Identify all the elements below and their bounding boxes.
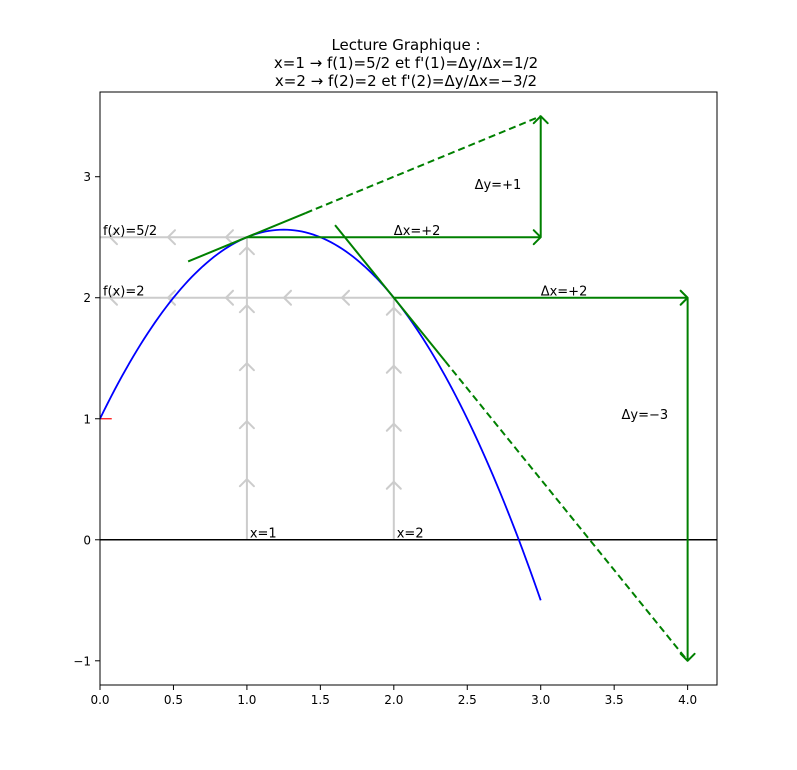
guide-arrow: [238, 420, 255, 430]
x-tick-label: 0.0: [90, 693, 109, 707]
x-tick-label: 4.0: [678, 693, 697, 707]
y-tick-label: 0: [83, 533, 91, 547]
guide-arrow: [109, 229, 118, 246]
guide-arrow: [167, 289, 176, 306]
annotation-layer: f(x)=5/2 f(x)=2 x=1 x=2 Δx=+2 Δy=+1 Δx=+2 Δy=−3: [103, 178, 668, 542]
x-tick-label: 2.5: [458, 693, 477, 707]
annotation-label: Δx=+2: [541, 284, 588, 299]
guide-arrow: [238, 478, 255, 488]
guide-arrow: [341, 289, 350, 306]
annotation-label: x=1: [250, 526, 277, 541]
x-tick-label: 3.0: [531, 693, 550, 707]
annotation-label: Δy=−3: [622, 408, 669, 423]
annotation-label: Δx=+2: [394, 224, 441, 239]
annotation-label: x=2: [397, 526, 424, 541]
plot-frame: [99, 91, 718, 686]
x-tick-label: 3.5: [605, 693, 624, 707]
x-tick-label: 2.0: [384, 693, 403, 707]
delta-arrowhead: [679, 652, 696, 662]
guide-arrow: [225, 289, 234, 306]
title-line-1: Lecture Graphique :: [331, 36, 480, 54]
guide-arrow: [283, 289, 292, 306]
x-tick-label: 1.0: [237, 693, 256, 707]
annotation-label: f(x)=5/2: [103, 224, 157, 239]
annotation-label: Δy=+1: [475, 178, 522, 193]
tangent-line: [334, 224, 447, 362]
guide-arrow: [109, 289, 118, 306]
guide-arrow: [225, 229, 234, 246]
title-line-3: x=2 → f(2)=2 et f'(2)=Δy/Δx=−3/2: [275, 72, 537, 90]
guide-arrow: [238, 246, 255, 256]
x-tick-label: 0.5: [164, 693, 183, 707]
guide-arrow: [238, 304, 255, 314]
guide-arrow: [238, 362, 255, 372]
y-tick-label: −1: [73, 654, 91, 668]
y-tick-label: 1: [83, 412, 91, 426]
guide-arrow: [385, 422, 402, 432]
guide-arrow: [167, 229, 176, 246]
tangent-extension: [305, 115, 542, 214]
guide-arrow: [385, 480, 402, 490]
y-axis: −1 0 1 2 3: [73, 170, 100, 668]
delta-arrowhead: [532, 115, 549, 125]
guide-arrow: [385, 306, 402, 316]
plot-area: [100, 115, 717, 662]
y-tick-label: 3: [83, 170, 91, 184]
annotation-label: f(x)=2: [103, 284, 145, 299]
guide-arrow: [385, 364, 402, 374]
x-axis: 0.0 0.5 1.0 1.5 2.0 2.5 3.0 3.5 4.0: [90, 685, 697, 707]
tangent-extension: [444, 360, 689, 662]
x-tick-label: 1.5: [311, 693, 330, 707]
title-line-2: x=1 → f(1)=5/2 et f'(1)=Δy/Δx=1/2: [274, 54, 538, 72]
chart-title: Lecture Graphique : x=1 → f(1)=5/2 et f'…: [274, 36, 538, 90]
y-tick-label: 2: [83, 291, 91, 305]
